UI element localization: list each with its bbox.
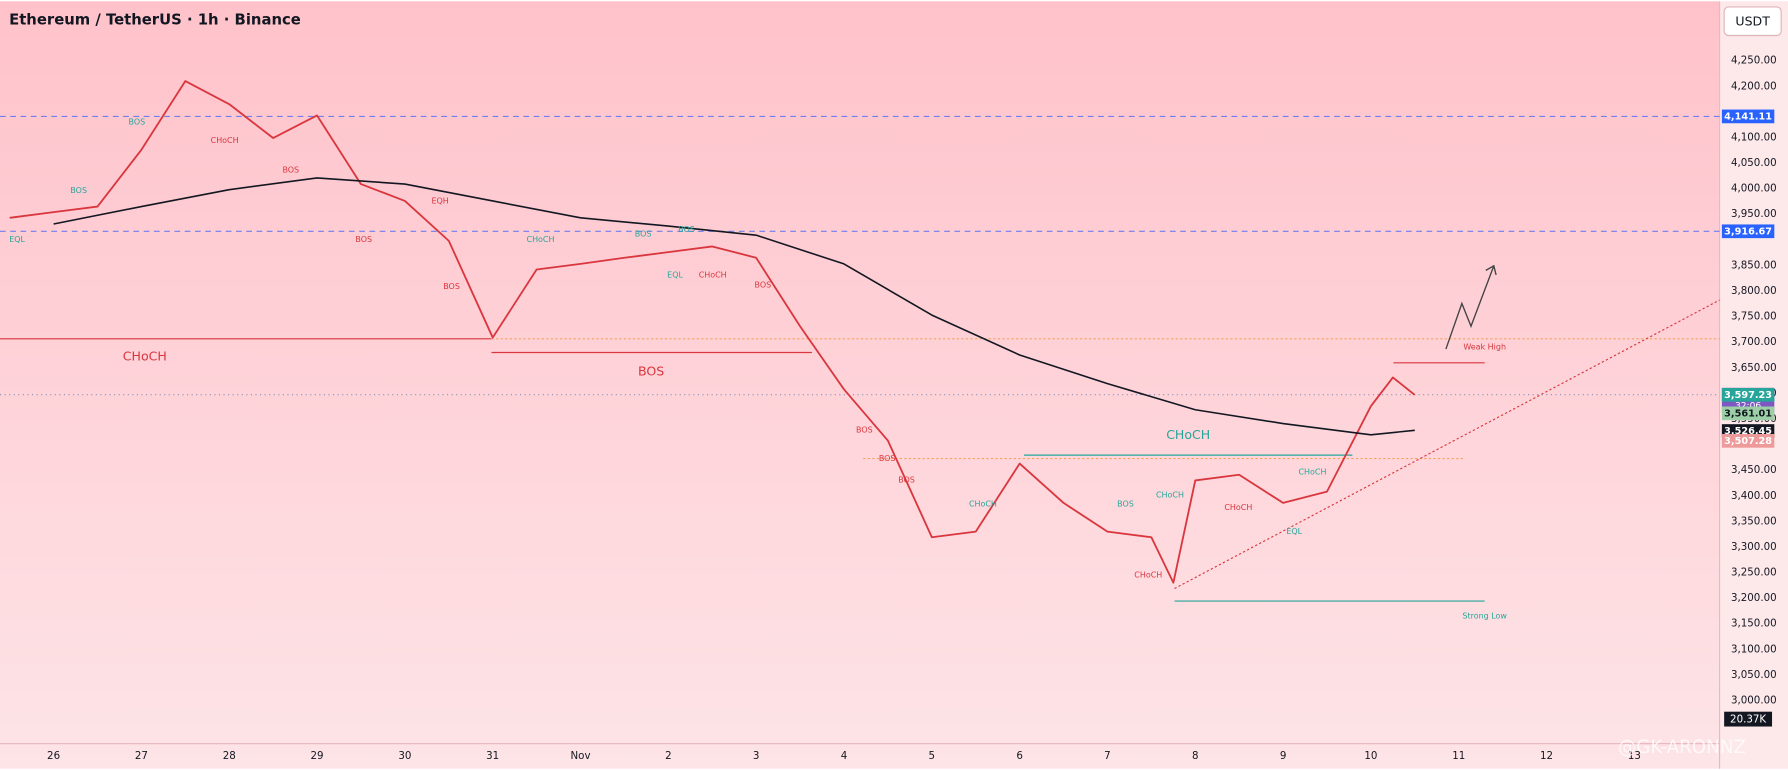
annotation: CHoCH [1298,468,1326,477]
y-tick-label: 4,050.00 [1731,157,1777,169]
price-line [9,80,1416,584]
y-tick-label: 3,750.00 [1731,311,1777,323]
y-tick-label: 3,450.00 [1731,464,1777,476]
price-badge [1721,406,1775,421]
y-tick-label: 3,350.00 [1731,515,1777,527]
y-tick-label: 3,800.00 [1731,285,1777,297]
x-tick-label: 3 [753,750,760,762]
y-tick-label: 3,700.00 [1731,336,1777,348]
y-tick-label: 4,200.00 [1731,80,1777,92]
x-tick-label: 13 [1628,750,1641,762]
annotation: BOS [879,454,896,463]
annotation: Strong Low [1462,611,1507,620]
annotation: BOS [755,281,772,290]
annotation: BOS [856,426,873,435]
annotation: CHoCH [699,270,727,279]
y-tick-label: 4,000.00 [1731,183,1777,195]
price-badge-label: 3,561.01 [1724,408,1772,419]
x-tick-label: 28 [223,750,236,762]
y-tick-label: 3,400.00 [1731,490,1777,502]
annotation: CHoCH [211,136,239,145]
x-tick-label: 30 [398,750,411,762]
annotation: BOS [70,186,87,195]
price-badge-label: 3,597.23 [1724,390,1772,401]
volume-badge [1724,711,1773,727]
annotation: BOS [282,166,299,175]
y-tick-label: 3,000.00 [1731,695,1777,707]
price-badge-label: 3,526.45 [1724,426,1772,437]
x-tick-label: 27 [135,750,148,762]
annotation: CHoCH [123,349,167,364]
annotation: BOS [638,363,664,378]
x-tick-label: 12 [1540,750,1553,762]
annotation: BOS [443,282,460,291]
annotation: CHoCH [527,235,555,244]
y-tick-label: 3,150.00 [1731,618,1777,630]
annotation: EQH [432,196,449,205]
price-badge [1721,224,1775,239]
x-tick-label: 8 [1192,750,1199,762]
chart-layer: 3,000.00 3,050.00 3,100.00 3,150.00 3,200.00… [0,55,1777,762]
price-axis-background [1719,1,1788,769]
watermark: @GK-ARONNZ [1618,737,1746,758]
x-tick-label: 5 [929,750,936,762]
volume-label: 20.37K [1730,714,1766,726]
x-tick-label: 9 [1280,750,1287,762]
y-tick-label: 3,050.00 [1731,669,1777,681]
x-tick-label: 7 [1104,750,1111,762]
x-tick-label: 6 [1016,750,1023,762]
annotation: CHoCH [1224,503,1252,512]
annotation: EQL [667,270,683,279]
annotation: CHoCH [969,500,997,509]
annotation: CHoCH [1156,491,1184,500]
annotation: CHoCH [1134,570,1162,579]
annotation: BOS [898,476,915,485]
x-tick-label: 4 [841,750,848,762]
annotation: BOS [635,229,652,238]
y-tick-label: 3,850.00 [1731,259,1777,271]
chart-title: Ethereum / TetherUS · 1h · Binance [9,12,301,29]
y-tick-label: 4,100.00 [1731,131,1777,143]
price-badges: 4,141.113,916.673,597.4932:063,561.013,5… [1721,109,1775,448]
annotation: BOS [129,118,146,127]
annotation: BOS [1117,500,1134,509]
annotation: Weak High [1463,342,1506,351]
y-tick-label: 3,650.00 [1731,362,1777,374]
y-tick-label: 3,200.00 [1731,592,1777,604]
x-tick-label: 31 [486,750,499,762]
price-badge [1721,109,1775,124]
price-badge-label: 3,916.67 [1724,226,1772,237]
price-badge [1721,387,1775,402]
moving-average-line [53,177,1415,436]
x-tick-label: 26 [47,750,60,762]
projection-arrow [1445,264,1497,350]
x-tick-label: 29 [311,750,324,762]
x-tick-label: 10 [1364,750,1377,762]
price-badge-label: 3,507.28 [1724,436,1772,447]
y-tick-label: 3,300.00 [1731,541,1777,553]
y-tick-label: 3,950.00 [1731,208,1777,220]
annotation: EQL [1286,527,1302,536]
annotation: CHoCH [1166,427,1210,442]
price-badge [1721,434,1775,448]
annotation: EQL [9,235,25,244]
y-tick-label: 3,250.00 [1731,567,1777,579]
x-tick-label: 11 [1452,750,1465,762]
price-badge-label: 4,141.11 [1724,111,1772,122]
plot-background [0,1,1720,769]
x-tick-label: Nov [571,750,591,762]
y-tick-label: 3,100.00 [1731,643,1777,655]
annotation: BOS [678,225,695,234]
x-tick-label: 2 [665,750,672,762]
currency-button-label[interactable]: USDT [1735,13,1770,28]
currency-button[interactable] [1723,6,1782,37]
y-tick-label: 4,250.00 [1731,55,1777,67]
annotation: BOS [355,235,372,244]
